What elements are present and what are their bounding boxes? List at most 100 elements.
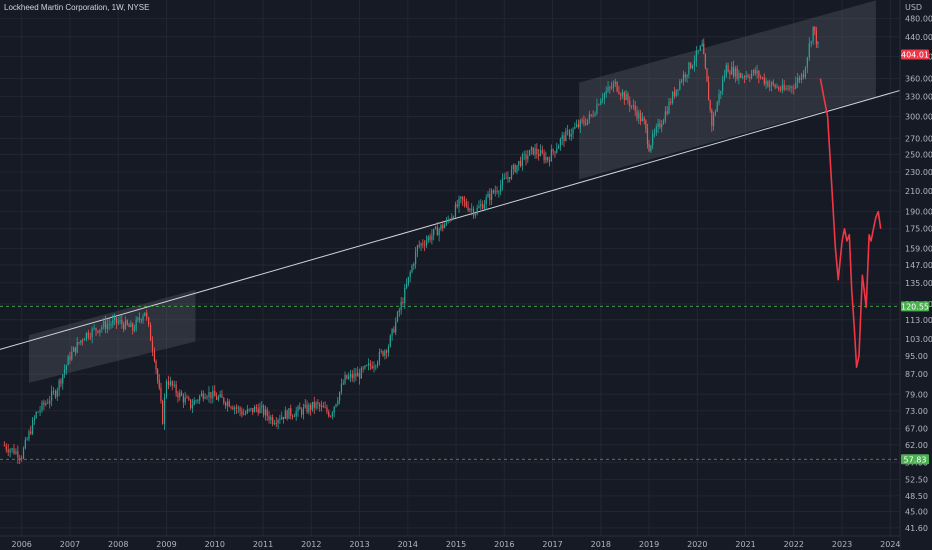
candle-body	[713, 114, 715, 126]
candle-body	[636, 110, 638, 119]
candle-body	[142, 316, 144, 321]
candle-body	[795, 82, 797, 89]
candle-body	[480, 204, 482, 207]
candle-body	[736, 68, 738, 79]
candle-body	[395, 321, 397, 333]
y-tick-label: 79.00	[905, 390, 928, 399]
y-tick-label: 103.00	[905, 335, 932, 344]
candle-body	[230, 406, 232, 408]
candle-body	[472, 208, 475, 216]
candle-body	[675, 89, 677, 97]
candle-body	[243, 414, 245, 415]
candle-body	[45, 403, 47, 405]
candle-body	[681, 81, 683, 83]
candle-body	[377, 362, 379, 366]
candle-body	[483, 204, 485, 209]
candle-body	[709, 100, 711, 110]
candle-body	[429, 236, 431, 240]
candle-body	[552, 149, 554, 152]
candle-body	[132, 323, 134, 331]
candle-body	[158, 379, 160, 388]
candle-body	[747, 75, 749, 78]
candle-body	[616, 81, 618, 92]
candle-body	[525, 154, 527, 160]
candle-body	[250, 408, 252, 410]
candle-body	[115, 317, 118, 323]
candle-body	[208, 392, 210, 398]
candle-body	[534, 148, 536, 155]
candle-body	[797, 77, 799, 83]
candle-body	[135, 319, 137, 330]
candle-body	[627, 93, 629, 101]
candle-body	[666, 111, 668, 114]
candle-body	[576, 124, 578, 127]
x-tick-label: 2024	[880, 540, 900, 549]
candle-body	[548, 160, 551, 162]
candle-body	[521, 154, 523, 167]
candle-body	[202, 393, 204, 399]
candle-body	[458, 198, 460, 207]
candle-body	[253, 407, 256, 413]
candle-body	[561, 135, 563, 140]
candle-body	[123, 324, 125, 330]
candle-body	[541, 150, 543, 154]
candle-body	[191, 405, 194, 408]
candle-body	[7, 449, 9, 453]
series	[3, 26, 882, 465]
candle-body	[438, 229, 440, 236]
candle-body	[586, 119, 589, 125]
candle-body	[306, 404, 308, 413]
x-tick-label: 2018	[591, 540, 611, 549]
candle-body	[559, 139, 561, 146]
candle-body	[634, 105, 636, 111]
candle-body	[333, 406, 335, 413]
candle-body	[471, 208, 473, 210]
candle-body	[259, 407, 261, 414]
candle-body	[282, 416, 285, 419]
candle-body	[108, 324, 110, 326]
candle-body	[440, 224, 442, 230]
candle-body	[815, 30, 817, 45]
candle-body	[281, 416, 283, 420]
price-label-bg	[901, 301, 929, 312]
candle-body	[662, 120, 665, 125]
candle-body	[543, 153, 545, 161]
candle-body	[49, 400, 51, 404]
candle-body	[360, 367, 362, 379]
candle-body	[509, 176, 511, 179]
candle-body	[5, 445, 7, 450]
candle-body	[290, 408, 292, 416]
y-tick-label: 175.00	[905, 225, 932, 234]
candle-body	[505, 177, 507, 179]
candle-body	[99, 329, 101, 333]
candle-body	[139, 317, 141, 320]
x-tick-label: 2010	[205, 540, 225, 549]
candle-body	[375, 365, 377, 367]
candle-body	[126, 320, 128, 325]
candle-body	[128, 324, 130, 328]
candle-body	[85, 332, 87, 339]
candle-body	[585, 123, 587, 125]
candle-body	[623, 92, 625, 100]
candle-body	[146, 312, 148, 318]
candle-body	[241, 411, 243, 415]
y-tick-label: 45.00	[905, 507, 928, 516]
candle-body	[9, 449, 11, 453]
candle-body	[577, 124, 580, 128]
x-axis-panel[interactable]	[0, 536, 900, 550]
y-tick-label: 48.50	[905, 492, 928, 501]
candle-body	[688, 62, 690, 75]
candle-body	[119, 319, 121, 322]
candle-body	[322, 405, 324, 408]
candle-body	[200, 393, 203, 397]
candle-body	[28, 431, 30, 440]
candle-body	[574, 126, 576, 129]
candle-body	[612, 83, 615, 88]
candle-body	[328, 411, 330, 417]
candle-body	[71, 351, 73, 360]
candle-body	[507, 176, 509, 179]
candle-body	[165, 381, 168, 397]
candle-body	[89, 337, 91, 339]
candle-body	[536, 148, 538, 154]
